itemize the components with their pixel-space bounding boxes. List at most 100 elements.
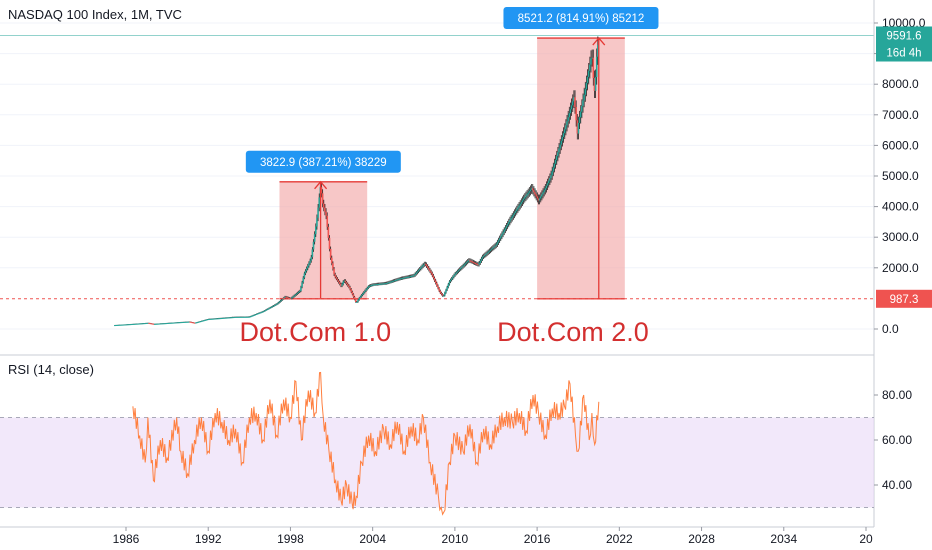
candle-body [573,97,575,102]
candle-body [448,281,451,285]
candle-body [254,314,257,316]
last-price-tag [876,26,932,45]
candle-body [590,58,592,65]
candle-body [348,285,350,288]
candle-body [442,295,445,297]
candle-body [455,272,458,274]
candle-body [293,295,295,297]
candle-body [350,289,352,292]
candle-body [285,296,287,298]
candle-body [513,212,516,215]
candle-body [301,282,303,288]
candle-body [416,271,419,273]
measure-label-text: 8521.2 (814.91%) 85212 [518,13,645,25]
candle-body [504,228,507,231]
candle-body [377,283,380,285]
candle-body [349,287,351,290]
candle-body [367,286,370,288]
candle-body [374,284,376,286]
candle-body [134,323,137,325]
measure-annotations: 3822.9 (387.21%) 38229 Dot.Com 1.0 8521.2 … [0,7,874,347]
candle-body [474,262,477,264]
candle-body [114,325,116,327]
candle-body [436,283,438,286]
candle-body [578,117,581,123]
price-tick-label: 7000.0 [882,108,919,122]
candle-body [469,260,471,262]
time-axis[interactable]: 1986 1992 1998 2004 2010 2016 2022 2028 2034 20 [113,527,873,546]
candle-body [454,273,456,276]
candle-body [557,152,559,157]
measure-zone-rect [537,38,625,299]
candle-body [563,129,566,134]
candle-body [418,268,421,271]
candle-body [464,263,467,265]
candle-body [167,322,170,324]
candle-body [181,322,183,324]
candle-body [223,317,226,319]
candle-body [320,187,323,194]
price-candles [114,36,599,327]
rsi-line [132,371,600,516]
candle-body [358,298,360,300]
candle-body [332,263,334,269]
candle-body [321,193,324,204]
time-tick-label: 20 [859,532,873,546]
candle-body [542,192,544,195]
candle-body [584,89,587,95]
candle-body [406,276,408,278]
price-tick-label: 4000.0 [882,200,919,214]
rsi-tick-label: 60.00 [882,433,912,447]
candle-body [434,280,437,284]
candle-body [463,264,466,266]
candle-body [526,194,528,196]
candle-body [204,319,206,321]
candle-body [485,253,487,255]
candle-body [401,277,404,279]
candle-body [302,277,305,283]
candle-body [307,265,309,269]
candle-body [336,278,339,281]
candle-body [571,101,574,106]
candle-body [199,321,202,323]
candle-body [116,324,118,326]
candle-body [245,316,247,318]
candle-body [240,316,243,318]
candle-body [317,207,319,218]
candle-body [256,313,259,315]
candle-body [426,266,429,268]
candle-body [267,308,269,310]
candle-body [445,289,447,293]
candle-body [220,318,222,320]
candle-body [531,188,534,191]
candle-body [351,291,354,295]
candle-body [136,323,139,325]
candle-body [527,192,530,195]
candle-body [370,284,373,286]
candle-body [272,305,275,307]
candle-body [429,269,431,272]
candle-body [229,317,231,319]
candle-body [145,322,148,324]
candle-body [386,282,389,284]
candle-body [493,246,495,248]
rsi-axis[interactable]: 80.00 60.00 40.00 [874,388,912,492]
candle-body [144,323,147,325]
candle-body [338,282,341,285]
candle-body [328,237,331,249]
candle-body [278,301,281,303]
candle-body [139,323,141,325]
candle-body [373,284,375,286]
candle-body [305,268,308,271]
candle-body [188,321,190,323]
candle-body [413,275,415,277]
candle-body [382,283,384,285]
candle-body [273,305,276,307]
price-tick-label: 2000.0 [882,261,919,275]
candle-body [151,323,154,325]
candle-body [206,319,209,321]
candle-body [385,283,388,285]
candle-body [122,324,124,326]
candle-body [160,323,163,325]
candle-body [227,317,229,319]
